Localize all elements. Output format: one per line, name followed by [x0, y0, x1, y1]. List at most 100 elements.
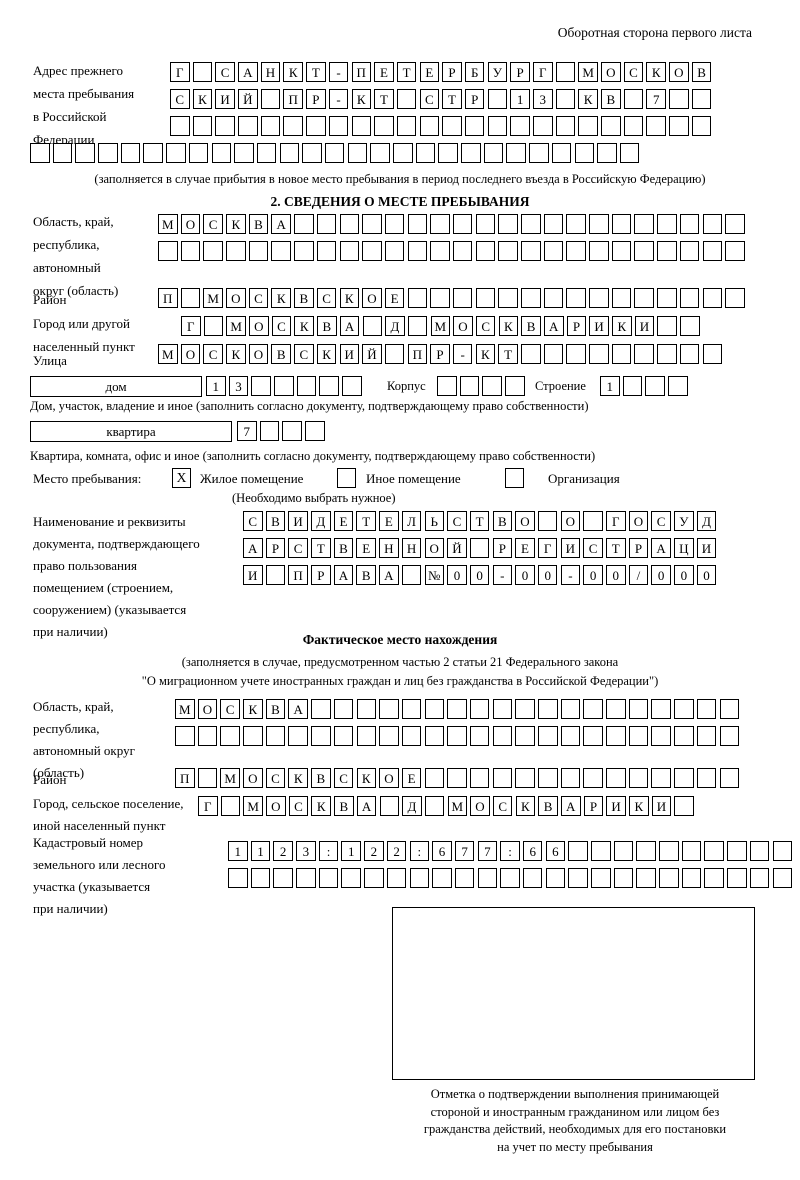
actual-city-cell-12[interactable]: М [447, 796, 468, 816]
district-cell-1[interactable]: П [158, 288, 178, 308]
region-cell-16[interactable] [498, 241, 518, 261]
document-cell-20[interactable]: 0 [674, 565, 694, 585]
document-cell-16[interactable] [583, 511, 603, 531]
actual-region-cell-18[interactable] [560, 726, 581, 746]
document-cell-9[interactable]: О [424, 538, 444, 558]
region-cell-8[interactable] [316, 214, 337, 234]
region-cell-23[interactable] [657, 214, 677, 234]
prev-address-cell-11[interactable] [256, 143, 277, 163]
document-cell-13[interactable]: О [515, 511, 535, 531]
prev-address-cell-4[interactable] [238, 116, 258, 136]
district-cell-12[interactable] [407, 288, 428, 308]
prev-address-cell-20[interactable] [461, 143, 481, 163]
prev-address-cell-11[interactable] [396, 89, 417, 109]
document-cell-17[interactable]: 0 [606, 565, 626, 585]
prev-address-cell-7[interactable]: Р [306, 89, 326, 109]
prev-address-cell-23[interactable] [669, 116, 689, 136]
actual-region-cell-17[interactable] [538, 726, 558, 746]
actual-city-cell-8[interactable]: А [356, 796, 377, 816]
actual-region-cell-18[interactable] [560, 699, 581, 719]
prev-address-cell-9[interactable]: П [351, 62, 371, 82]
actual-district-cell-13[interactable] [447, 768, 467, 788]
prev-address-cell-11[interactable]: Т [396, 62, 417, 82]
region-cell-16[interactable] [498, 214, 518, 234]
actual-district-cell-20[interactable] [606, 768, 626, 788]
actual-region-cell-1[interactable] [175, 726, 195, 746]
street-cell-17[interactable] [521, 344, 541, 364]
prev-address-cell-16[interactable] [370, 143, 390, 163]
house-cell-4[interactable] [274, 376, 294, 396]
region-cell-13[interactable] [430, 241, 450, 261]
cadastral-cell-4[interactable] [296, 868, 316, 888]
prev-address-cell-25[interactable] [574, 143, 594, 163]
document-cell-2[interactable] [265, 565, 286, 585]
prev-address-cell-19[interactable] [578, 116, 598, 136]
actual-region-cell-23[interactable] [674, 726, 694, 746]
prev-address-cell-1[interactable] [30, 143, 50, 163]
cadastral-cell-2[interactable] [250, 868, 271, 888]
cadastral-cell-24[interactable] [749, 841, 770, 861]
document-cell-3[interactable]: П [288, 565, 308, 585]
region-cell-9[interactable] [339, 241, 359, 261]
cadastral-cell-20[interactable] [659, 868, 679, 888]
prev-address-cell-24[interactable]: В [691, 62, 712, 82]
prev-address-cell-19[interactable]: К [578, 89, 598, 109]
prev-address-cell-9[interactable]: К [351, 89, 371, 109]
prev-address-cell-18[interactable] [555, 116, 576, 136]
document-cell-15[interactable]: О [560, 511, 581, 531]
document-cell-15[interactable]: - [560, 565, 581, 585]
document-cell-19[interactable]: 0 [651, 565, 671, 585]
actual-city-cell-10[interactable]: Д [402, 796, 422, 816]
prev-address-cell-1[interactable]: С [170, 89, 190, 109]
street-cell-22[interactable] [634, 344, 654, 364]
cadastral-cell-18[interactable] [613, 841, 634, 861]
city-cell-1[interactable]: Г [181, 316, 201, 336]
prev-address-cell-23[interactable] [669, 89, 689, 109]
prev-address-cell-20[interactable] [601, 116, 621, 136]
actual-region-cell-24[interactable] [696, 699, 717, 719]
actual-district-cell-11[interactable]: Е [401, 768, 422, 788]
city-cell-12[interactable]: М [430, 316, 451, 336]
actual-city-cell-21[interactable]: И [651, 796, 672, 816]
prev-address-cell-17[interactable] [393, 143, 413, 163]
cadastral-cell-8[interactable]: 2 [386, 841, 407, 861]
document-cell-6[interactable]: Е [356, 538, 376, 558]
actual-district-cell-3[interactable]: М [220, 768, 240, 788]
korpus-row[interactable] [437, 376, 525, 396]
document-cell-5[interactable]: Е [333, 511, 354, 531]
district-cell-23[interactable] [657, 288, 677, 308]
actual-district-cell-6[interactable]: К [288, 768, 308, 788]
actual-city-cell-7[interactable]: В [334, 796, 354, 816]
document-cell-5[interactable]: В [333, 538, 354, 558]
actual-region-cell-20[interactable] [606, 726, 626, 746]
cadastral-cell-11[interactable] [454, 868, 475, 888]
prev-address-cell-15[interactable] [347, 143, 368, 163]
region-cell-21[interactable] [611, 214, 632, 234]
actual-region-cell-10[interactable] [379, 726, 399, 746]
actual-region-cell-1[interactable]: М [175, 699, 195, 719]
actual-region-cell-19[interactable] [583, 699, 603, 719]
cadastral-cell-23[interactable] [727, 868, 747, 888]
cadastral-cell-21[interactable] [681, 841, 702, 861]
prev-address-cell-5[interactable] [120, 143, 141, 163]
prev-address-cell-21[interactable] [623, 116, 644, 136]
cadastral-cell-16[interactable] [568, 841, 588, 861]
flat-cell-1[interactable]: 7 [237, 421, 257, 441]
prev-address-cell-12[interactable]: Е [419, 62, 440, 82]
region-cell-1[interactable] [158, 241, 178, 261]
prev-address-cell-21[interactable] [483, 143, 504, 163]
document-cell-20[interactable]: Ц [674, 538, 694, 558]
actual-city-cell-1[interactable]: Г [198, 796, 218, 816]
document-cell-4[interactable]: Д [311, 511, 331, 531]
stay-type-checkbox-residential[interactable]: X [172, 468, 191, 488]
prev-address-cell-6[interactable] [143, 143, 163, 163]
prev-address-cell-5[interactable] [260, 116, 281, 136]
actual-city-cell-11[interactable] [424, 796, 445, 816]
region-cell-2[interactable]: О [180, 214, 201, 234]
prev-address-cell-21[interactable] [623, 89, 644, 109]
